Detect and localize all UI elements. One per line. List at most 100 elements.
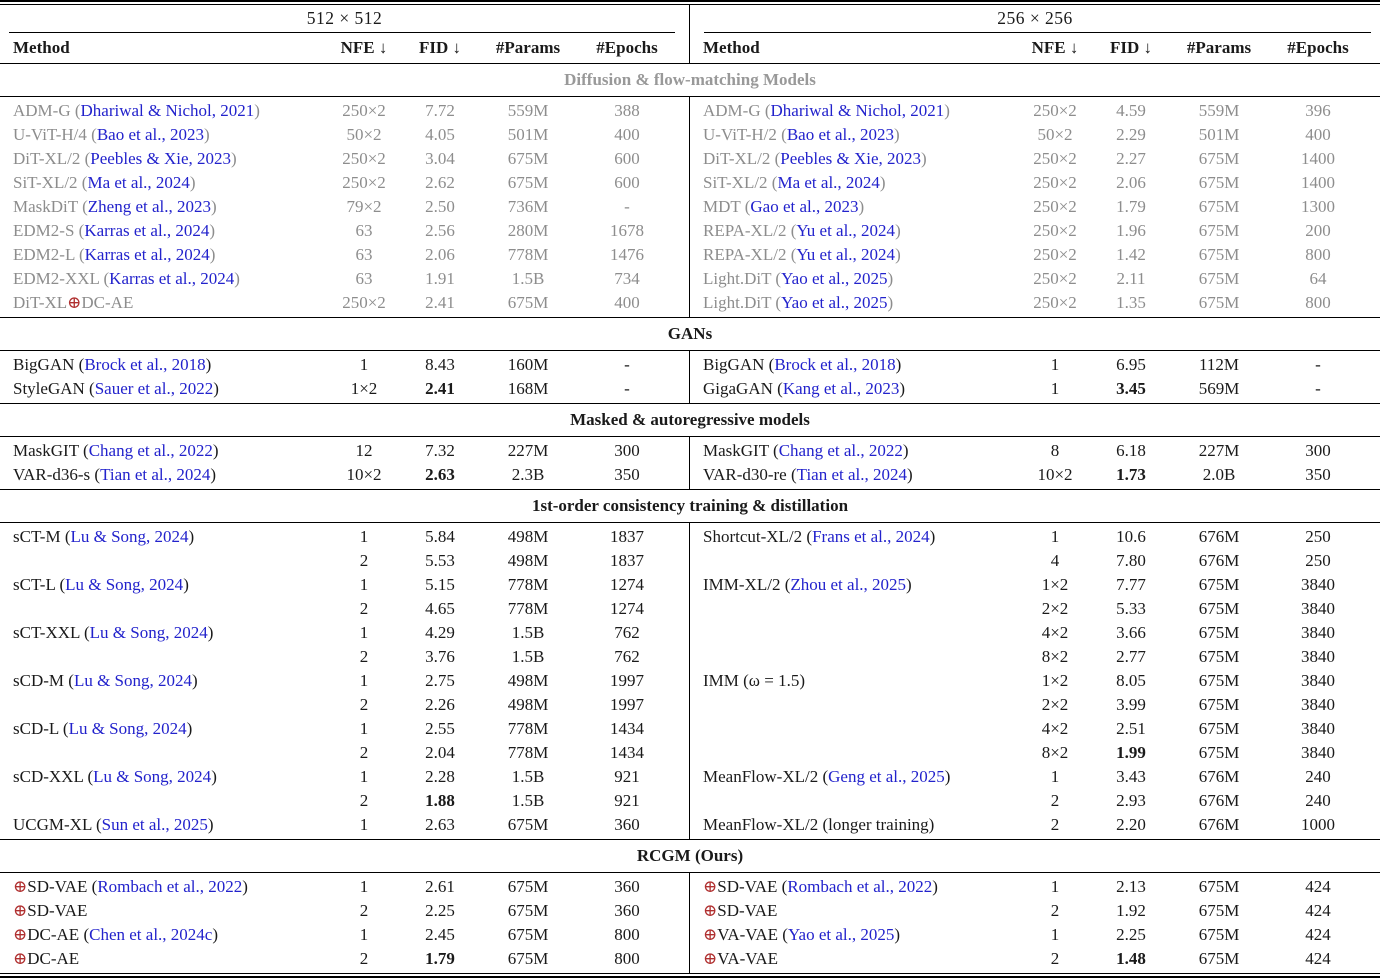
citation-link[interactable]: Brock et al., 2018	[774, 355, 896, 374]
citation-link[interactable]: Peebles & Xie, 2023	[90, 149, 231, 168]
citation-link[interactable]: Karras et al., 2024	[84, 245, 210, 264]
nfe-cell: 1	[359, 575, 369, 594]
nfe-cell: 250×2	[1033, 269, 1077, 288]
params-cell: 675M	[1198, 671, 1240, 690]
citation-link[interactable]: Peebles & Xie, 2023	[780, 149, 921, 168]
params-cell: 2.0B	[1202, 465, 1236, 484]
epochs-cell: 240	[1305, 791, 1331, 810]
fid-cell: 2.20	[1116, 815, 1146, 834]
citation-link[interactable]: Chen et al., 2024c	[89, 925, 213, 944]
citation-link[interactable]: Ma et al., 2024	[87, 173, 190, 192]
epochs-cell: 388	[614, 101, 640, 120]
citation-link[interactable]: Lu & Song, 2024	[65, 575, 184, 594]
table-body: Diffusion & flow-matching Models ADM-G (D…	[0, 64, 1380, 973]
table-row: EDM2-L (Karras et al., 2024) 63 2.06 778M 14…	[0, 243, 689, 267]
params-cell: 2.3B	[511, 465, 545, 484]
citation-link[interactable]: Lu & Song, 2024	[73, 671, 192, 690]
nfe-cell: 250×2	[1033, 149, 1077, 168]
table-row: IMM (ω = 1.5) 1×2 8.05 675M 3840	[690, 669, 1380, 693]
column-header-epochs: #Epochs	[1287, 38, 1349, 57]
epochs-cell: 424	[1305, 877, 1331, 896]
epochs-cell: 1274	[610, 575, 644, 594]
citation-link[interactable]: Karras et al., 2024	[109, 269, 235, 288]
nfe-cell: 1	[1050, 767, 1060, 786]
nfe-cell: 2	[359, 695, 369, 714]
params-cell: 736M	[507, 197, 549, 216]
fid-cell: 2.11	[1116, 269, 1146, 288]
method-cell: DiT-XL/2 (Peebles & Xie, 2023)	[703, 149, 927, 168]
citation-link[interactable]: Ma et al., 2024	[777, 173, 880, 192]
nfe-cell: 2	[1050, 791, 1060, 810]
citation-link[interactable]: Lu & Song, 2024	[89, 623, 208, 642]
params-cell: 778M	[507, 245, 549, 264]
citation-link[interactable]: Yu et al., 2024	[796, 221, 896, 240]
citation-link[interactable]: Karras et al., 2024	[84, 221, 210, 240]
citation-link[interactable]: Rombach et al., 2022	[97, 877, 243, 896]
citation-link[interactable]: Chang et al., 2022	[778, 441, 903, 460]
section-rule	[0, 436, 1380, 437]
citation-link[interactable]: Yao et al., 2025	[787, 925, 895, 944]
header-rule	[0, 63, 1380, 64]
params-cell: 675M	[507, 901, 549, 920]
citation-link[interactable]: Dhariwal & Nichol, 2021	[770, 101, 945, 120]
method-cell: REPA-XL/2 (Yu et al., 2024)	[703, 221, 901, 240]
nfe-cell: 63	[355, 245, 373, 264]
citation-link[interactable]: Tian et al., 2024	[796, 465, 907, 484]
fid-cell: 1.99	[1116, 743, 1146, 762]
section-data-band: ⊕SD-VAE (Rombach et al., 2022) 1 2.61 675M 3…	[0, 873, 1380, 973]
citation-link[interactable]: Yao et al., 2025	[781, 269, 888, 288]
fid-cell: 5.33	[1116, 599, 1146, 618]
section-rule	[0, 96, 1380, 97]
fid-cell: 4.29	[425, 623, 455, 642]
citation-link[interactable]: Bao et al., 2023	[96, 125, 204, 144]
citation-link[interactable]: Yao et al., 2025	[781, 293, 888, 312]
nfe-cell: 1	[1050, 877, 1060, 896]
table-row: ⊕VA-VAE 2 1.48 675M 424	[690, 947, 1380, 971]
citation-link[interactable]: Chang et al., 2022	[88, 441, 213, 460]
method-cell: IMM-XL/2 (Zhou et al., 2025)	[703, 575, 912, 594]
citation-link[interactable]: Zheng et al., 2023	[87, 197, 211, 216]
nfe-cell: 8×2	[1041, 647, 1069, 666]
epochs-cell: 1400	[1301, 149, 1335, 168]
left-data-half: ⊕SD-VAE (Rombach et al., 2022) 1 2.61 675M 3…	[0, 873, 690, 973]
citation-link[interactable]: Geng et al., 2025	[828, 767, 945, 786]
fid-cell: 1.48	[1116, 949, 1146, 968]
citation-link[interactable]: Zhou et al., 2025	[790, 575, 907, 594]
left-data-half: BigGAN (Brock et al., 2018) 1 8.43 160M - Sty…	[0, 351, 690, 403]
citation-link[interactable]: Brock et al., 2018	[84, 355, 206, 374]
citation-link[interactable]: Lu & Song, 2024	[70, 527, 189, 546]
citation-link[interactable]: Sauer et al., 2022	[94, 379, 214, 398]
citation-link[interactable]: Lu & Song, 2024	[68, 719, 187, 738]
params-cell: 675M	[507, 173, 549, 192]
method-cell: MaskGIT (Chang et al., 2022)	[703, 441, 909, 460]
citation-link[interactable]: Frans et al., 2024	[812, 527, 930, 546]
nfe-cell: 10×2	[346, 465, 382, 484]
fid-cell: 2.62	[425, 173, 455, 192]
epochs-cell: 3840	[1301, 719, 1335, 738]
left-data-half: sCT-M (Lu & Song, 2024) 1 5.84 498M 1837 2 5.5…	[0, 523, 690, 839]
citation-link[interactable]: Lu & Song, 2024	[93, 767, 212, 786]
table-row: 2×2 3.99 675M 3840	[690, 693, 1380, 717]
citation-link[interactable]: Dhariwal & Nichol, 2021	[80, 101, 255, 120]
column-header-params: #Params	[495, 38, 561, 57]
table-row: 2 2.93 676M 240	[690, 789, 1380, 813]
column-header-row: Method NFE ↓ FID ↓ #Params #Epochs	[0, 33, 689, 63]
citation-link[interactable]: Sun et al., 2025	[101, 815, 208, 834]
fid-cell: 2.51	[1116, 719, 1146, 738]
citation-link[interactable]: Tian et al., 2024	[100, 465, 211, 484]
fid-cell: 1.91	[425, 269, 455, 288]
params-cell: 559M	[1198, 101, 1240, 120]
citation-link[interactable]: Yu et al., 2024	[796, 245, 896, 264]
fid-cell: 3.99	[1116, 695, 1146, 714]
nfe-cell: 1	[1050, 379, 1060, 398]
method-cell	[690, 621, 1018, 645]
citation-link[interactable]: Kang et al., 2023	[782, 379, 900, 398]
method-cell: sCT-XXL (Lu & Song, 2024)	[13, 623, 214, 642]
method-cell: sCT-M (Lu & Song, 2024)	[13, 527, 195, 546]
citation-link[interactable]: Rombach et al., 2022	[787, 877, 933, 896]
citation-link[interactable]: Bao et al., 2023	[786, 125, 894, 144]
epochs-cell: 250	[1305, 527, 1331, 546]
citation-link[interactable]: Gao et al., 2023	[750, 197, 859, 216]
right-data-half: ⊕SD-VAE (Rombach et al., 2022) 1 2.13 675M 4…	[690, 873, 1380, 973]
section-data-band: ADM-G (Dhariwal & Nichol, 2021) 250×2 7.72…	[0, 97, 1380, 317]
